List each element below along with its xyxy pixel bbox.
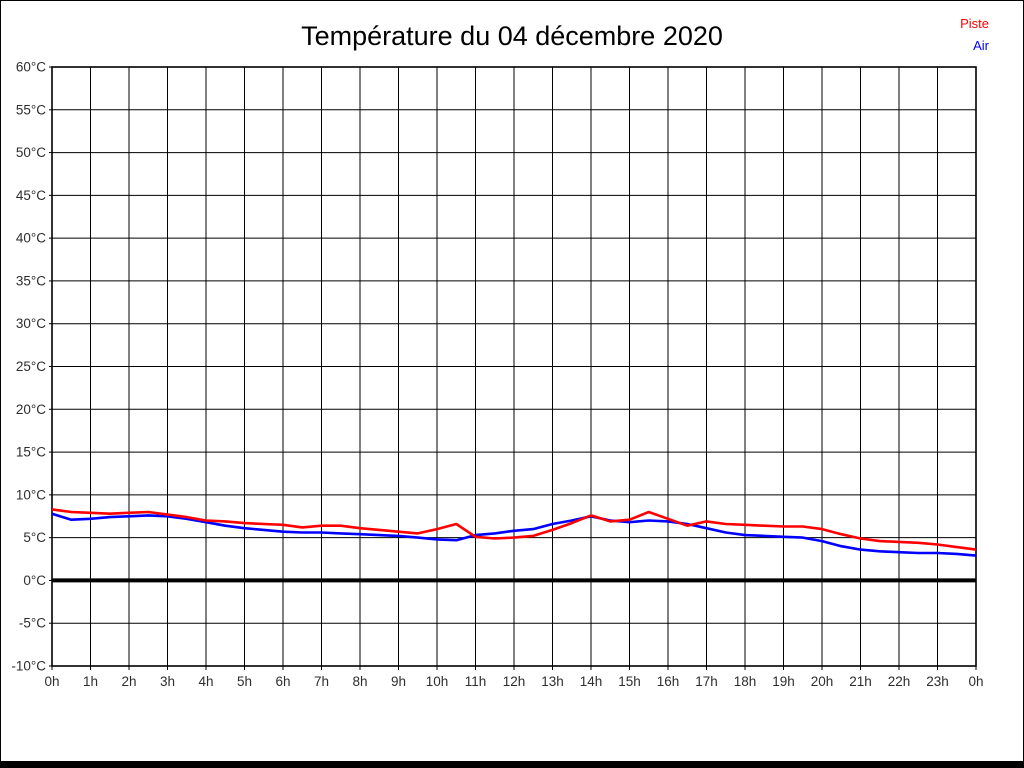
- chart-title: Température du 04 décembre 2020: [301, 21, 723, 51]
- x-tick-label: 15h: [618, 674, 641, 689]
- x-tick-label: 3h: [160, 674, 175, 689]
- x-tick-label: 5h: [237, 674, 252, 689]
- x-tick-label: 19h: [772, 674, 795, 689]
- y-tick-label: 5°C: [23, 530, 46, 545]
- x-tick-label: 17h: [695, 674, 718, 689]
- y-tick-label: 55°C: [16, 102, 46, 117]
- x-tick-label: 7h: [314, 674, 329, 689]
- x-tick-label: 0h: [968, 674, 983, 689]
- y-tick-label: 50°C: [16, 145, 46, 160]
- x-tick-label: 0h: [44, 674, 59, 689]
- x-tick-label: 22h: [888, 674, 911, 689]
- y-tick-label: -10°C: [11, 659, 46, 674]
- x-tick-label: 10h: [426, 674, 449, 689]
- x-tick-label: 23h: [926, 674, 949, 689]
- legend-item-piste: Piste: [960, 16, 989, 31]
- x-tick-label: 12h: [503, 674, 526, 689]
- chart-legend: Piste Air: [960, 13, 989, 57]
- y-tick-label: 35°C: [16, 273, 46, 288]
- y-tick-label: 0°C: [23, 573, 46, 588]
- x-tick-label: 18h: [734, 674, 757, 689]
- x-tick-label: 9h: [391, 674, 406, 689]
- x-tick-label: 8h: [352, 674, 367, 689]
- legend-item-air: Air: [973, 38, 989, 53]
- x-tick-label: 20h: [811, 674, 834, 689]
- x-tick-label: 11h: [465, 674, 487, 689]
- bottom-border-bar: [1, 761, 1023, 767]
- series-line-air: [51, 512, 977, 557]
- y-tick-label: 25°C: [16, 359, 46, 374]
- x-tick-label: 2h: [121, 674, 136, 689]
- y-tick-label: 60°C: [16, 60, 46, 75]
- x-tick-label: 4h: [198, 674, 213, 689]
- y-tick-label: 10°C: [16, 487, 46, 502]
- y-tick-label: 30°C: [16, 316, 46, 331]
- x-tick-label: 6h: [275, 674, 290, 689]
- x-tick-label: 1h: [83, 674, 98, 689]
- x-tick-label: 14h: [580, 674, 603, 689]
- y-tick-label: 45°C: [16, 188, 46, 203]
- y-tick-label: -5°C: [19, 616, 46, 631]
- y-tick-label: 15°C: [16, 445, 46, 460]
- x-tick-label: 21h: [849, 674, 872, 689]
- y-tick-label: 40°C: [16, 231, 46, 246]
- x-tick-label: 16h: [657, 674, 680, 689]
- x-tick-label: 13h: [541, 674, 564, 689]
- y-tick-label: 20°C: [16, 402, 46, 417]
- plot-border: [51, 66, 977, 667]
- series-line-piste: [51, 508, 977, 551]
